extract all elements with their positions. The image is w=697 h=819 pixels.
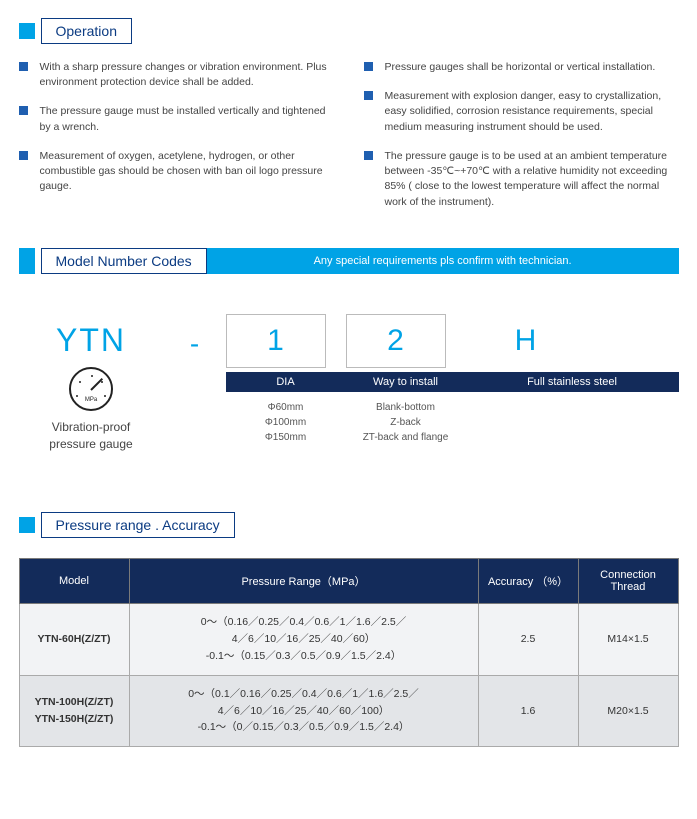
accent-square (19, 248, 35, 274)
bullet-item: The pressure gauge must be installed ver… (19, 104, 334, 134)
accent-square (19, 23, 35, 39)
decoder-left: YTN MPa Vibration-proof pressure gauge (19, 314, 164, 453)
decoder-sub-row: Φ60mm Φ100mm Φ150mm Blank-bottom Z-back … (226, 400, 679, 445)
sub-text: Φ150mm (226, 430, 346, 445)
bullet-item: Measurement of oxygen, acetylene, hydrog… (19, 149, 334, 195)
gauge-unit: MPa (71, 397, 111, 403)
strip-col-1: DIA (226, 372, 346, 392)
operation-bullets: With a sharp pressure changes or vibrati… (19, 60, 679, 224)
decoder-box-h: H (466, 314, 586, 368)
sub-text: Blank-bottom (346, 400, 466, 415)
table-row: YTN-60H(Z/ZT) 0～（0.16／0.25／0.4／0.6／1／1.6… (19, 604, 678, 675)
section-title: Operation (41, 18, 132, 44)
banner-note: Any special requirements pls confirm wit… (207, 248, 679, 274)
sub-text: ZT-back and flange (346, 430, 466, 445)
section-header-pressure: Pressure range . Accuracy (19, 512, 679, 538)
range-line: 0～（0.1／0.16／0.25／0.4／0.6／1／1.6／2.5／ (136, 686, 472, 703)
sub-col-3 (466, 400, 679, 445)
bullet-icon (364, 91, 373, 100)
range-line: 0～（0.16／0.25／0.4／0.6／1／1.6／2.5／ (136, 614, 472, 631)
bullet-text: With a sharp pressure changes or vibrati… (40, 60, 334, 90)
th-thread: Connection Thread (578, 559, 678, 604)
cell-accuracy: 2.5 (478, 604, 578, 675)
sub-col-2: Blank-bottom Z-back ZT-back and flange (346, 400, 466, 445)
bullet-text: The pressure gauge must be installed ver… (40, 104, 334, 134)
bullet-col-left: With a sharp pressure changes or vibrati… (19, 60, 334, 224)
bullet-col-right: Pressure gauges shall be horizontal or v… (364, 60, 679, 224)
decoder-desc-l1: Vibration-proof (19, 419, 164, 436)
gauge-icon: MPa (69, 367, 113, 411)
model-decoder: YTN MPa Vibration-proof pressure gauge -… (19, 314, 679, 453)
bullet-item: Measurement with explosion danger, easy … (364, 89, 679, 135)
table-row: YTN-100H(Z/ZT) YTN-150H(Z/ZT) 0～（0.1／0.1… (19, 675, 678, 746)
decoder-desc-l2: pressure gauge (19, 436, 164, 453)
bullet-icon (19, 151, 28, 160)
bullet-item: With a sharp pressure changes or vibrati… (19, 60, 334, 90)
section-title: Pressure range . Accuracy (41, 512, 235, 538)
decoder-code: YTN (19, 322, 164, 359)
decoder-strip: DIA Way to install Full stainless steel (226, 372, 679, 392)
bullet-text: Measurement with explosion danger, easy … (385, 89, 679, 135)
decoder-box-row: 1 2 H (226, 314, 679, 368)
bullet-icon (19, 62, 28, 71)
bullet-text: Pressure gauges shall be horizontal or v… (385, 60, 656, 75)
cell-model: YTN-60H(Z/ZT) (19, 604, 129, 675)
range-line: 4／6／10／16／25／40／60） (136, 631, 472, 648)
bullet-item: Pressure gauges shall be horizontal or v… (364, 60, 679, 75)
bullet-item: The pressure gauge is to be used at an a… (364, 149, 679, 210)
pressure-table: Model Pressure Range（MPa） Accuracy （%） C… (19, 558, 679, 747)
bullet-text: Measurement of oxygen, acetylene, hydrog… (40, 149, 334, 195)
strip-col-2: Way to install (346, 372, 466, 392)
bullet-text: The pressure gauge is to be used at an a… (385, 149, 679, 210)
cell-range: 0～（0.1／0.16／0.25／0.4／0.6／1／1.6／2.5／ 4／6／… (129, 675, 478, 746)
bullet-icon (364, 62, 373, 71)
sub-text: Φ60mm (226, 400, 346, 415)
range-line: 4／6／10／16／25／40／60／100） (136, 703, 472, 720)
strip-col-3: Full stainless steel (466, 372, 679, 392)
accent-square (19, 517, 35, 533)
decoder-dash: - (170, 314, 220, 360)
sub-col-1: Φ60mm Φ100mm Φ150mm (226, 400, 346, 445)
th-model: Model (19, 559, 129, 604)
range-line: -0.1～（0.15／0.3／0.5／0.9／1.5／2.4） (136, 648, 472, 665)
cell-accuracy: 1.6 (478, 675, 578, 746)
cell-thread: M14×1.5 (578, 604, 678, 675)
cell-model: YTN-100H(Z/ZT) YTN-150H(Z/ZT) (19, 675, 129, 746)
table-header-row: Model Pressure Range（MPa） Accuracy （%） C… (19, 559, 678, 604)
cell-thread: M20×1.5 (578, 675, 678, 746)
cell-range: 0～（0.16／0.25／0.4／0.6／1／1.6／2.5／ 4／6／10／1… (129, 604, 478, 675)
sub-text: Φ100mm (226, 415, 346, 430)
th-range: Pressure Range（MPa） (129, 559, 478, 604)
bullet-icon (19, 106, 28, 115)
section-title: Model Number Codes (41, 248, 207, 274)
decoder-box-1: 1 (226, 314, 326, 368)
section-header-model-codes: Model Number Codes Any special requireme… (19, 248, 679, 274)
decoder-box-2: 2 (346, 314, 446, 368)
section-header-operation: Operation (19, 18, 679, 44)
bullet-icon (364, 151, 373, 160)
th-accuracy: Accuracy （%） (478, 559, 578, 604)
model-line: YTN-100H(Z/ZT) (26, 694, 123, 711)
model-line: YTN-150H(Z/ZT) (26, 711, 123, 728)
decoder-right: 1 2 H DIA Way to install Full stainless … (226, 314, 679, 445)
range-line: -0.1～（0／0.15／0.3／0.5／0.9／1.5／2.4） (136, 719, 472, 736)
sub-text: Z-back (346, 415, 466, 430)
